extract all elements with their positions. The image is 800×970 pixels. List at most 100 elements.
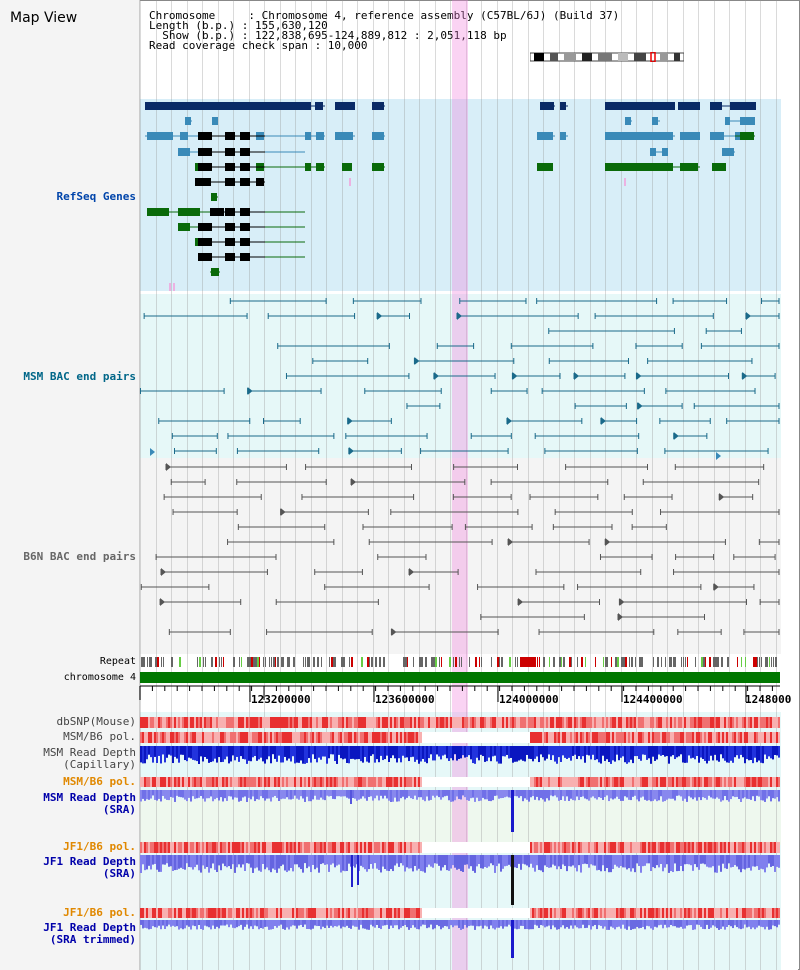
polymorphism-cell bbox=[438, 842, 440, 853]
track-label-msm-b6-pol-1[interactable]: MSM/B6 pol. bbox=[63, 730, 136, 743]
polymorphism-cell bbox=[648, 842, 650, 853]
gene-exon bbox=[680, 163, 698, 171]
polymorphism-cell bbox=[184, 732, 186, 743]
track-label-b6n-bac[interactable]: B6N BAC end pairs bbox=[23, 550, 136, 563]
polymorphism-cell bbox=[452, 777, 454, 787]
read-depth-bar bbox=[436, 855, 438, 864]
track-label-jf1-b6-pol-1[interactable]: JF1/B6 pol. bbox=[63, 840, 136, 853]
track-label-chromosome[interactable]: chromosome 4 bbox=[63, 672, 136, 683]
read-depth-bar bbox=[366, 746, 368, 762]
read-depth-bar bbox=[776, 855, 778, 867]
read-depth-bar bbox=[244, 746, 246, 760]
polymorphism-cell bbox=[292, 732, 294, 743]
polymorphism-cell bbox=[744, 777, 746, 787]
track-label-jf1-b6-pol-2[interactable]: JF1/B6 pol. bbox=[63, 906, 136, 919]
polymorphism-cell bbox=[380, 732, 382, 743]
track-label-jf1-depth-sra[interactable]: JF1 Read Depth (SRA) bbox=[43, 856, 136, 880]
polymorphism-cell bbox=[632, 732, 634, 743]
polymorphism-cell bbox=[252, 777, 254, 787]
read-depth-bar bbox=[404, 920, 406, 925]
track-label-repeat[interactable]: Repeat bbox=[99, 656, 136, 667]
gene-exon bbox=[178, 148, 190, 156]
info-length: Length (b.p.) : 155,630,120 bbox=[149, 19, 328, 32]
polymorphism-cell bbox=[400, 777, 402, 787]
read-depth-bar bbox=[162, 855, 164, 865]
polymorphism-cell bbox=[212, 777, 214, 787]
polymorphism-cell bbox=[196, 717, 198, 728]
polymorphism-cell bbox=[278, 717, 280, 728]
read-depth-bar bbox=[662, 855, 664, 872]
track-label-jf1-depth-trimmed[interactable]: JF1 Read Depth (SRA trimmed) bbox=[43, 922, 136, 946]
polymorphism-cell bbox=[732, 908, 734, 918]
read-depth-bar bbox=[560, 855, 562, 870]
polymorphism-cell bbox=[274, 908, 276, 918]
read-depth-bar bbox=[652, 746, 654, 757]
read-depth-bar bbox=[648, 746, 650, 759]
polymorphism-cell bbox=[420, 732, 422, 743]
read-depth-bar bbox=[384, 920, 386, 926]
track-label-dbsnp[interactable]: dbSNP(Mouse) bbox=[56, 715, 136, 728]
read-depth-bar bbox=[566, 746, 568, 760]
polymorphism-cell bbox=[378, 732, 380, 743]
track-label-refseq[interactable]: RefSeq Genes bbox=[56, 190, 136, 203]
read-depth-bar bbox=[174, 746, 176, 757]
polymorphism-cell bbox=[416, 717, 418, 728]
polymorphism-cell bbox=[544, 732, 546, 743]
axis-tick-label: 124000000 bbox=[499, 693, 559, 706]
read-depth-bar bbox=[676, 855, 678, 872]
axis-tick-label: 123600000 bbox=[375, 693, 435, 706]
polymorphism-cell bbox=[198, 717, 200, 728]
read-depth-bar bbox=[404, 746, 406, 758]
bac-pair-arrow bbox=[160, 598, 166, 606]
gene-exon bbox=[180, 132, 188, 140]
polymorphism-cell bbox=[322, 777, 324, 787]
polymorphism-cell bbox=[282, 842, 284, 853]
read-depth-bar bbox=[632, 855, 634, 869]
read-depth-bar bbox=[310, 746, 312, 763]
read-depth-bar bbox=[712, 746, 714, 761]
chromosome-ideogram[interactable] bbox=[530, 52, 684, 62]
read-depth-bar bbox=[534, 920, 536, 925]
polymorphism-cell bbox=[294, 777, 296, 787]
polymorphism-cell bbox=[730, 732, 732, 743]
polymorphism-cell bbox=[170, 777, 172, 787]
polymorphism-cell bbox=[246, 717, 248, 728]
polymorphism-cell bbox=[488, 777, 490, 787]
polymorphism-cell bbox=[456, 732, 458, 743]
polymorphism-cell bbox=[536, 842, 538, 853]
read-depth-bar bbox=[328, 920, 330, 928]
track-label-msm-depth-sra[interactable]: MSM Read Depth (SRA) bbox=[43, 792, 136, 816]
polymorphism-cell bbox=[320, 908, 322, 918]
read-depth-bar bbox=[444, 746, 446, 755]
polymorphism-cell bbox=[346, 777, 348, 787]
read-depth-bar bbox=[240, 746, 242, 757]
polymorphism-cell bbox=[470, 908, 472, 918]
read-depth-spike bbox=[350, 790, 352, 804]
polymorphism-cell bbox=[262, 732, 264, 743]
polymorphism-cell bbox=[394, 777, 396, 787]
polymorphism-cell bbox=[764, 777, 766, 787]
read-depth-bar bbox=[566, 855, 568, 872]
polymorphism-cell bbox=[644, 732, 646, 743]
read-depth-bar bbox=[466, 920, 468, 928]
polymorphism-cell bbox=[532, 717, 534, 728]
read-depth-bar bbox=[726, 790, 728, 801]
polymorphism-cell bbox=[662, 908, 664, 918]
repeat-mark bbox=[569, 657, 571, 667]
polymorphism-cell bbox=[552, 842, 554, 853]
read-depth-bar bbox=[658, 746, 660, 755]
polymorphism-cell bbox=[434, 732, 436, 743]
bac-pair-arrow bbox=[719, 493, 725, 501]
polymorphism-cell bbox=[146, 717, 148, 728]
read-depth-bar bbox=[578, 855, 580, 866]
polymorphism-cell bbox=[168, 842, 170, 853]
track-label-msm-depth-capillary[interactable]: MSM Read Depth (Capillary) bbox=[43, 747, 136, 771]
track-label-msm-bac[interactable]: MSM BAC end pairs bbox=[23, 370, 136, 383]
msm-depth-capillary-subtitle: (Capillary) bbox=[63, 758, 136, 771]
polymorphism-cell bbox=[314, 842, 316, 853]
polymorphism-cell bbox=[580, 777, 582, 787]
polymorphism-cell bbox=[596, 777, 598, 787]
read-depth-bar bbox=[182, 920, 184, 930]
track-label-msm-b6-pol-2[interactable]: MSM/B6 pol. bbox=[63, 775, 136, 788]
